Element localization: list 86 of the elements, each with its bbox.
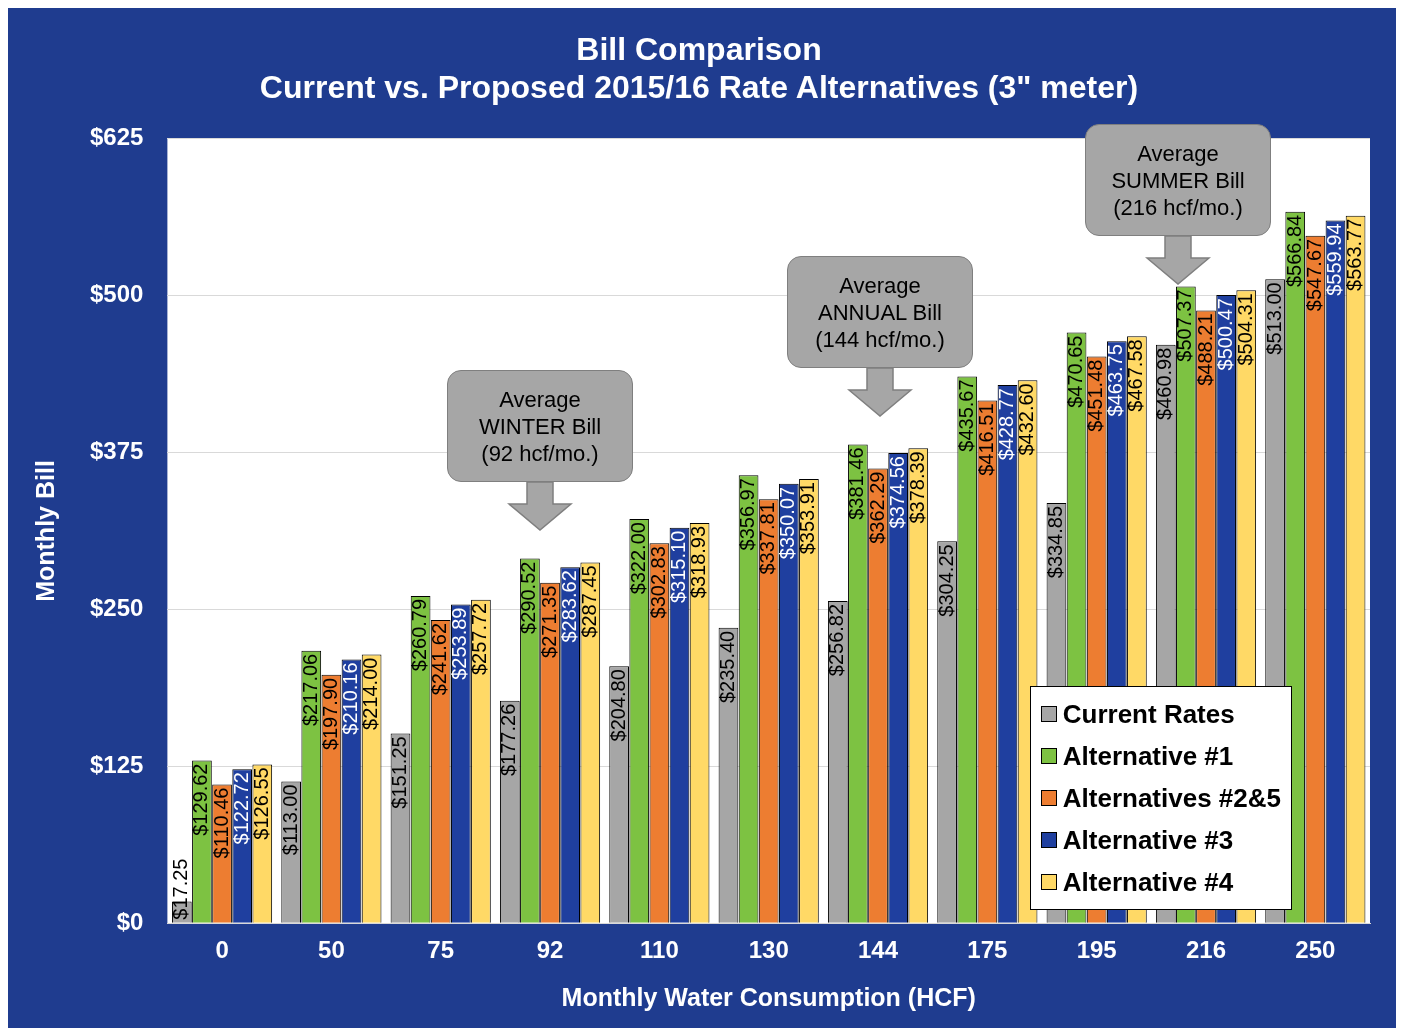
- data-label: $302.83: [646, 546, 669, 619]
- callout: Average WINTER Bill (92 hcf/mo.): [447, 370, 633, 482]
- annotation: Average SUMMER Bill (216 hcf/mo.): [1111, 139, 1245, 221]
- data-label: $110.46: [209, 787, 232, 859]
- data-label: $547.67: [1302, 238, 1325, 312]
- data-label: $129.62: [189, 763, 212, 836]
- chart-title: Bill Comparison Current vs. Proposed 2015/16 Rate Alternatives (3" meter): [259, 31, 1139, 106]
- data-label: $504.31: [1233, 293, 1256, 366]
- annotation: Average ANNUAL Bill (144 hcf/mo.): [815, 271, 945, 353]
- x-tick-label: 216: [1185, 936, 1227, 964]
- data-label: $283.62: [557, 570, 580, 643]
- callout: Average SUMMER Bill (216 hcf/mo.): [1085, 124, 1271, 236]
- data-label: $217.06: [298, 653, 321, 727]
- data-label: $126.55: [249, 767, 272, 840]
- data-label: $463.75: [1104, 344, 1127, 417]
- data-label: $467.58: [1124, 339, 1147, 412]
- x-tick-label: 0: [215, 936, 229, 964]
- data-label: $500.47: [1213, 298, 1236, 371]
- data-label: $256.82: [825, 603, 848, 677]
- data-label: $353.91: [796, 482, 819, 555]
- y-tick-label: $375: [90, 437, 144, 465]
- annotation: Average WINTER Bill (92 hcf/mo.): [478, 385, 602, 467]
- data-label: $204.80: [606, 669, 629, 742]
- data-label: $241.62: [428, 622, 451, 696]
- data-label: $435.67: [954, 379, 977, 452]
- legend-label: Current Rates: [1062, 698, 1235, 730]
- data-label: $356.97: [736, 478, 759, 551]
- data-label: $416.51: [974, 403, 997, 476]
- data-label: $381.46: [845, 447, 868, 520]
- data-label: $428.77: [994, 388, 1017, 461]
- data-label: $432.60: [1015, 383, 1038, 456]
- data-label: $334.85: [1043, 505, 1066, 579]
- data-label: $350.07: [776, 486, 799, 560]
- y-axis-title: Monthly Bill: [30, 460, 59, 602]
- data-label: $151.25: [387, 736, 410, 809]
- data-label: $460.98: [1153, 347, 1176, 420]
- x-tick-label: 250: [1295, 936, 1336, 964]
- data-label: $566.84: [1282, 214, 1305, 288]
- x-tick-label: 175: [967, 936, 1008, 964]
- legend-label: Alternative #3: [1062, 824, 1234, 856]
- data-label: $271.35: [537, 585, 560, 658]
- data-label: $113.00: [278, 784, 301, 856]
- data-label: $122.72: [229, 772, 252, 845]
- x-tick-label: 92: [536, 936, 564, 964]
- data-label: $362.29: [865, 471, 888, 544]
- data-label: $235.40: [715, 630, 738, 704]
- x-tick-label: 130: [748, 936, 789, 964]
- data-label: $197.90: [318, 677, 341, 751]
- x-tick-label: 144: [858, 936, 899, 964]
- data-label: $210.16: [339, 662, 362, 735]
- y-tick-label: $0: [116, 907, 144, 935]
- data-label: $322.00: [626, 522, 649, 595]
- data-label: $374.56: [885, 456, 908, 529]
- data-label: $513.00: [1262, 282, 1285, 355]
- y-tick-label: $250: [90, 594, 144, 622]
- data-label: $563.77: [1343, 218, 1366, 291]
- data-label: $214.00: [359, 657, 382, 730]
- data-label: $253.89: [448, 607, 471, 680]
- x-axis-title: Monthly Water Consumption (HCF): [561, 982, 976, 1011]
- data-label: $177.26: [497, 703, 520, 777]
- data-label: $257.72: [468, 602, 491, 676]
- x-tick-label: 75: [427, 936, 455, 964]
- data-label: $337.81: [756, 502, 779, 575]
- data-label: $17.25: [169, 858, 192, 920]
- data-label: $559.94: [1322, 223, 1345, 296]
- data-label: $507.37: [1173, 289, 1196, 362]
- data-label: $488.21: [1193, 313, 1216, 386]
- data-label: $304.25: [934, 544, 957, 617]
- legend-label: Alternative #4: [1062, 866, 1234, 898]
- callout: Average ANNUAL Bill (144 hcf/mo.): [787, 256, 973, 368]
- legend-label: Alternatives #2&5: [1062, 782, 1281, 814]
- y-tick-label: $125: [90, 750, 144, 778]
- legend-label: Alternative #1: [1062, 740, 1234, 772]
- x-tick-label: 195: [1076, 936, 1117, 964]
- x-tick-label: 110: [640, 936, 679, 964]
- data-label: $290.52: [517, 561, 540, 634]
- y-tick-label: $500: [90, 280, 144, 308]
- data-label: $318.93: [687, 525, 710, 599]
- data-label: $451.48: [1084, 359, 1107, 432]
- data-label: $315.10: [667, 530, 689, 604]
- data-label: $260.79: [408, 598, 431, 672]
- data-label: $378.39: [905, 451, 928, 524]
- x-tick-label: 50: [318, 936, 345, 964]
- data-label: $470.65: [1064, 335, 1087, 408]
- y-tick-label: $625: [90, 123, 144, 151]
- data-label: $287.45: [577, 565, 600, 638]
